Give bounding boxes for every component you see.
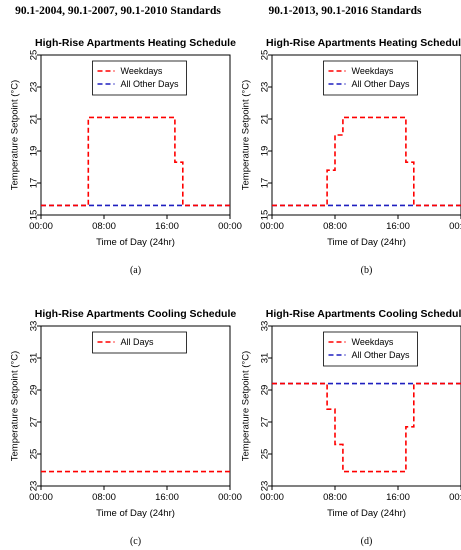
y-tick-label: 21 <box>260 114 271 125</box>
header-right: 90.1-2013, 90.1-2016 Standards <box>268 5 422 17</box>
y-tick-label: 25 <box>260 449 271 460</box>
y-tick-label: 23 <box>29 82 40 93</box>
legend-label: Weekdays <box>352 337 394 347</box>
y-tick-label: 19 <box>260 146 271 157</box>
y-axis-label: Temperature Setpoint (°C) <box>241 80 252 190</box>
panel-a: High-Rise Apartments Heating Schedule 15 1… <box>10 37 242 276</box>
y-tick-label: 21 <box>29 114 40 125</box>
x-axis-label: Time of Day (24hr) <box>327 508 406 519</box>
x-tick-label: 00:00 <box>218 221 242 232</box>
panel-caption: (a) <box>130 265 141 276</box>
x-axis-label: Time of Day (24hr) <box>96 508 175 519</box>
x-tick-label: 16:00 <box>155 221 179 232</box>
y-axis-label: Temperature Setpoint (°C) <box>241 351 252 461</box>
y-tick-label: 27 <box>260 417 271 428</box>
x-tick-label: 16:00 <box>155 492 179 503</box>
y-tick-label: 25 <box>29 449 40 460</box>
legend-box <box>323 60 418 96</box>
y-tick-label: 25 <box>29 50 40 61</box>
y-tick-label: 31 <box>29 353 40 364</box>
panel-d: High-Rise Apartments Cooling Schedule 23 2… <box>241 308 461 547</box>
plot-frame <box>271 54 461 216</box>
x-tick-label: 00:00 <box>218 492 242 503</box>
y-tick-label: 17 <box>29 178 40 189</box>
x-tick-label: 08:00 <box>323 221 347 232</box>
series-line-weekdays <box>272 382 461 473</box>
x-tick-label: 16:00 <box>386 492 410 503</box>
x-axis-label: Time of Day (24hr) <box>327 237 406 248</box>
y-tick-label: 33 <box>260 321 271 332</box>
legend-box <box>92 60 187 96</box>
y-axis-label: Temperature Setpoint (°C) <box>10 80 21 190</box>
legend-label: All Other Days <box>352 350 411 360</box>
series-line-weekdays <box>41 116 230 207</box>
legend-label: Weekdays <box>121 66 163 76</box>
panel-caption: (d) <box>361 536 373 547</box>
x-tick-label: 00:00 <box>29 221 53 232</box>
y-tick-label: 25 <box>260 50 271 61</box>
y-tick-label: 15 <box>260 210 271 221</box>
y-tick-label: 33 <box>29 321 40 332</box>
x-tick-label: 00:00 <box>449 221 461 232</box>
x-tick-label: 00:00 <box>260 492 284 503</box>
x-tick-label: 00:00 <box>449 492 461 503</box>
x-tick-label: 00:00 <box>260 221 284 232</box>
x-tick-label: 16:00 <box>386 221 410 232</box>
y-tick-label: 23 <box>29 481 40 492</box>
y-tick-label: 17 <box>260 178 271 189</box>
series-line-weekdays <box>272 116 461 207</box>
x-tick-label: 08:00 <box>92 221 116 232</box>
panel-caption: (b) <box>361 265 373 276</box>
x-axis-label: Time of Day (24hr) <box>96 237 175 248</box>
panel-b: High-Rise Apartments Heating Schedule 15 1… <box>241 37 461 276</box>
chart-title: High-Rise Apartments Cooling Schedule <box>35 308 237 320</box>
y-tick-label: 23 <box>260 481 271 492</box>
y-tick-label: 27 <box>29 417 40 428</box>
legend-label: All Other Days <box>121 79 180 89</box>
plot-frame <box>40 325 231 487</box>
legend-box <box>92 331 187 354</box>
x-tick-label: 08:00 <box>92 492 116 503</box>
legend-box <box>323 331 418 367</box>
y-tick-label: 19 <box>29 146 40 157</box>
panel-c: High-Rise Apartments Cooling Schedule 23 2… <box>10 308 242 547</box>
legend-label: Weekdays <box>352 66 394 76</box>
plot-frame <box>40 54 231 216</box>
chart-title: High-Rise Apartments Heating Schedule <box>266 37 461 49</box>
y-tick-label: 15 <box>29 210 40 221</box>
legend-label: All Other Days <box>352 79 411 89</box>
chart-title: High-Rise Apartments Cooling Schedule <box>266 308 461 320</box>
chart-title: High-Rise Apartments Heating Schedule <box>35 37 236 49</box>
y-axis-label: Temperature Setpoint (°C) <box>10 351 21 461</box>
y-tick-label: 29 <box>29 385 40 396</box>
x-tick-label: 08:00 <box>323 492 347 503</box>
panel-caption: (c) <box>130 536 141 547</box>
header-left: 90.1-2004, 90.1-2007, 90.1-2010 Standard… <box>15 5 221 17</box>
legend-label: All Days <box>121 337 155 347</box>
x-tick-label: 00:00 <box>29 492 53 503</box>
y-tick-label: 23 <box>260 82 271 93</box>
plot-frame <box>271 325 461 487</box>
y-tick-label: 29 <box>260 385 271 396</box>
y-tick-label: 31 <box>260 353 271 364</box>
